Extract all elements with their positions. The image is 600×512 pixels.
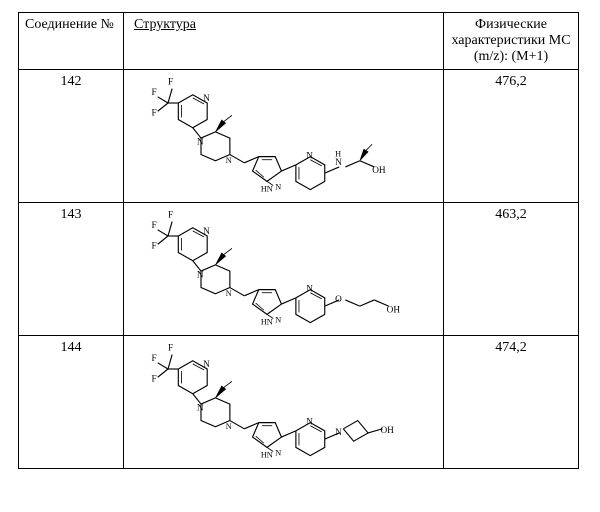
svg-text:F: F xyxy=(168,77,173,87)
molecule-143: FFFNNNHNNNOOH xyxy=(124,203,443,335)
svg-text:N: N xyxy=(203,227,210,237)
svg-text:HN: HN xyxy=(261,451,273,460)
cell-ms: 476,2 xyxy=(444,70,579,203)
svg-text:N: N xyxy=(226,289,232,298)
col-ms-header: Физические характеристики МС (m/z): (M+1… xyxy=(444,13,579,70)
svg-text:F: F xyxy=(152,108,157,118)
svg-text:F: F xyxy=(152,88,157,98)
svg-text:N: N xyxy=(275,316,281,325)
svg-text:N: N xyxy=(306,285,313,295)
cell-structure: FFFNNNHNNNOOH xyxy=(124,203,444,336)
svg-text:HN: HN xyxy=(261,318,273,327)
svg-text:H: H xyxy=(335,150,341,159)
svg-text:F: F xyxy=(168,210,173,220)
table-body: 142 FFFNNNHNNNNHOH 476,2 143 FFFNNNHNNNO… xyxy=(19,70,579,469)
svg-text:N: N xyxy=(275,183,281,192)
svg-text:OH: OH xyxy=(372,166,386,176)
svg-text:OH: OH xyxy=(380,426,394,436)
svg-text:HN: HN xyxy=(261,185,273,194)
svg-text:N: N xyxy=(306,418,313,428)
svg-text:N: N xyxy=(203,360,210,370)
molecule-142: FFFNNNHNNNNHOH xyxy=(124,70,443,202)
col-id-header: Соединение № xyxy=(19,13,124,70)
svg-text:F: F xyxy=(168,343,173,353)
table-row: 143 FFFNNNHNNNOOH 463,2 xyxy=(19,203,579,336)
svg-text:F: F xyxy=(152,241,157,251)
col-structure-header: Структура xyxy=(124,13,444,70)
compound-table: Соединение № Структура Физические характ… xyxy=(18,12,579,469)
cell-ms: 474,2 xyxy=(444,336,579,469)
svg-text:OH: OH xyxy=(387,305,401,315)
svg-text:F: F xyxy=(152,221,157,231)
svg-text:N: N xyxy=(335,428,342,438)
svg-text:F: F xyxy=(152,354,157,364)
svg-text:N: N xyxy=(306,152,313,162)
svg-text:N: N xyxy=(197,137,204,147)
svg-text:N: N xyxy=(197,270,204,280)
cell-id: 143 xyxy=(19,203,124,336)
svg-text:N: N xyxy=(226,422,232,431)
svg-text:N: N xyxy=(197,403,204,413)
cell-id: 142 xyxy=(19,70,124,203)
svg-text:N: N xyxy=(275,449,281,458)
table-row: 144 FFFNNNHNNNNOH 474,2 xyxy=(19,336,579,469)
svg-text:N: N xyxy=(335,158,342,168)
svg-text:O: O xyxy=(335,295,342,305)
svg-text:F: F xyxy=(152,374,157,384)
table-header-row: Соединение № Структура Физические характ… xyxy=(19,13,579,70)
svg-text:N: N xyxy=(226,156,232,165)
molecule-144: FFFNNNHNNNNOH xyxy=(124,336,443,468)
table-row: 142 FFFNNNHNNNNHOH 476,2 xyxy=(19,70,579,203)
svg-text:N: N xyxy=(203,94,210,104)
cell-ms: 463,2 xyxy=(444,203,579,336)
cell-structure: FFFNNNHNNNNHOH xyxy=(124,70,444,203)
cell-id: 144 xyxy=(19,336,124,469)
cell-structure: FFFNNNHNNNNOH xyxy=(124,336,444,469)
